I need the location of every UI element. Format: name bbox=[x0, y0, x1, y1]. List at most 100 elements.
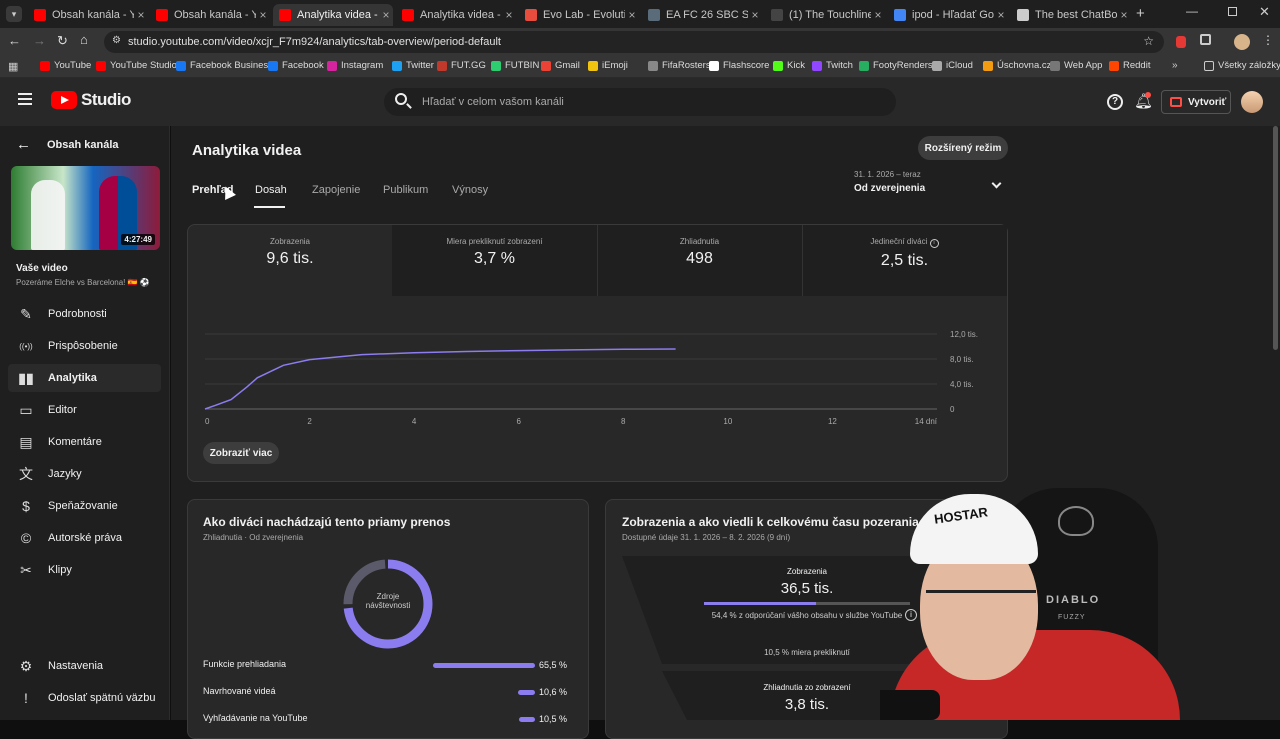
help-icon[interactable]: ? bbox=[1107, 94, 1123, 110]
channel-avatar[interactable] bbox=[1241, 91, 1263, 113]
bookmark-item[interactable]: FootyRenders bbox=[859, 60, 933, 71]
close-tab-icon[interactable]: × bbox=[137, 8, 145, 22]
bookmark-item[interactable]: Facebook bbox=[268, 60, 324, 71]
bookmark-item[interactable]: Web App bbox=[1050, 60, 1102, 71]
browser-tab[interactable]: (1) The Touchline | T× bbox=[765, 4, 885, 26]
browser-tab[interactable]: Obsah kanála - YouTu× bbox=[150, 4, 270, 26]
profile-avatar-icon[interactable] bbox=[1234, 34, 1250, 50]
close-tab-icon[interactable]: × bbox=[505, 8, 513, 22]
reload-icon[interactable]: ↻ bbox=[57, 33, 68, 48]
sidebar-item-klipy[interactable]: ✂ Klipy bbox=[8, 556, 161, 584]
bookmark-star-icon[interactable]: ☆ bbox=[1143, 34, 1154, 48]
browser-tab[interactable]: Obsah kanála - YouTu× bbox=[28, 4, 148, 26]
bookmark-item[interactable]: FUT.GG bbox=[437, 60, 486, 71]
bookmark-item[interactable]: Instagram bbox=[327, 60, 383, 71]
bookmark-item[interactable]: FifaRosters bbox=[648, 60, 711, 71]
browser-tab[interactable]: Analytika videa - You× bbox=[396, 4, 516, 26]
tab-favicon-icon bbox=[156, 9, 168, 21]
bookmark-item[interactable]: Twitch bbox=[812, 60, 853, 71]
bookmark-item[interactable]: Kick bbox=[773, 60, 805, 71]
sidebar-item-jazyky[interactable]: 文 Jazyky bbox=[8, 460, 161, 488]
browser-tab[interactable]: ipod - Hľadať Google× bbox=[888, 4, 1008, 26]
all-bookmarks-folder[interactable]: Všetky záložky bbox=[1204, 60, 1280, 71]
tab-engagement[interactable]: Zapojenie bbox=[312, 184, 361, 196]
scissors-icon: ✂ bbox=[20, 561, 32, 578]
apps-grid-icon[interactable]: ▦ bbox=[8, 61, 19, 73]
minimize-button[interactable]: — bbox=[1186, 4, 1198, 18]
analytics-icon: ▮▮ bbox=[18, 369, 34, 386]
tab-overview[interactable]: Prehľad bbox=[192, 184, 234, 196]
browser-tab[interactable]: EA FC 26 SBC Solutio× bbox=[642, 4, 762, 26]
site-info-icon[interactable]: ⚙ bbox=[112, 35, 121, 46]
close-tab-icon[interactable]: × bbox=[1120, 8, 1128, 22]
tab-revenue[interactable]: Výnosy bbox=[452, 184, 489, 196]
video-thumbnail[interactable]: 4:27:49 bbox=[11, 166, 160, 250]
tab-title: The best ChatBot an bbox=[1035, 9, 1117, 21]
sidebar-item-feedback[interactable]: ! Odoslať spätnú väzbu bbox=[8, 684, 161, 712]
close-tab-icon[interactable]: × bbox=[628, 8, 636, 22]
bookmark-item[interactable]: YouTube bbox=[40, 60, 91, 71]
bookmark-item[interactable]: YouTube Studio bbox=[96, 60, 177, 71]
period-selector[interactable]: 31. 1. 2026 – teraz Od zverejnenia bbox=[854, 170, 1008, 200]
tab-audience[interactable]: Publikum bbox=[383, 184, 429, 196]
browser-menu-icon[interactable]: ⋮ bbox=[1262, 33, 1274, 47]
bookmark-favicon-icon bbox=[859, 60, 869, 71]
new-tab-button[interactable]: + bbox=[1136, 5, 1145, 22]
bookmark-item[interactable]: iEmoji bbox=[588, 60, 628, 71]
hamburger-menu-icon[interactable] bbox=[18, 93, 32, 105]
close-tab-icon[interactable]: × bbox=[382, 8, 390, 22]
restore-button[interactable] bbox=[1228, 7, 1237, 16]
close-tab-icon[interactable]: × bbox=[751, 8, 759, 22]
bookmark-label: Facebook Business bbox=[190, 60, 273, 71]
url-field[interactable]: ⚙ studio.youtube.com/video/xcjr_F7m924/a… bbox=[104, 31, 1164, 53]
extension-icon[interactable] bbox=[1176, 36, 1186, 48]
sidebar-item-podrobnosti[interactable]: ✎ Podrobnosti bbox=[8, 300, 161, 328]
traffic-subtitle: Zhliadnutia · Od zverejnenia bbox=[203, 533, 304, 542]
tab-title: Evo Lab - Evolutions bbox=[543, 9, 625, 21]
back-arrow-icon[interactable]: ← bbox=[8, 33, 21, 48]
metric-ctr[interactable]: Miera prekliknutí zobrazení 3,7 % bbox=[392, 225, 597, 296]
info-icon[interactable]: i bbox=[929, 239, 939, 248]
sidebar-item-settings[interactable]: ⚙ Nastavenia bbox=[8, 652, 161, 680]
pencil-icon: ✎ bbox=[20, 305, 32, 322]
scrollbar[interactable] bbox=[1273, 126, 1278, 350]
browser-tab[interactable]: The best ChatBot an× bbox=[1011, 4, 1131, 26]
bookmark-item[interactable]: FUTBIN bbox=[491, 60, 539, 71]
sidebar-item-spe-a-ovanie[interactable]: $ Speňažovanie bbox=[8, 492, 161, 520]
sidebar-item-analytika[interactable]: ▮▮ Analytika bbox=[8, 364, 161, 392]
extensions-puzzle-icon[interactable] bbox=[1200, 34, 1211, 45]
studio-logo[interactable]: Studio bbox=[51, 90, 131, 110]
bookmarks-overflow-icon[interactable]: » bbox=[1172, 60, 1178, 71]
bookmark-item[interactable]: Twitter bbox=[392, 60, 434, 71]
back-to-content-link[interactable]: ← Obsah kanála bbox=[16, 136, 119, 153]
bookmark-item[interactable]: Flashscore bbox=[709, 60, 769, 71]
bookmark-item[interactable]: Reddit bbox=[1109, 60, 1150, 71]
bookmark-item[interactable]: Úschovna.cz bbox=[983, 60, 1051, 71]
advanced-mode-button[interactable]: Rozšírený režim bbox=[918, 136, 1008, 160]
bookmark-item[interactable]: iCloud bbox=[932, 60, 973, 71]
sidebar-item-autorsk-pr-va[interactable]: © Autorské práva bbox=[8, 524, 161, 552]
channel-search-input[interactable]: Hľadať v celom vašom kanáli bbox=[384, 88, 896, 116]
show-more-button[interactable]: Zobraziť viac bbox=[203, 442, 279, 464]
bookmark-item[interactable]: Gmail bbox=[541, 60, 580, 71]
bookmark-item[interactable]: Facebook Business bbox=[176, 60, 273, 71]
forward-arrow-icon[interactable]: → bbox=[33, 33, 46, 48]
tab-reach[interactable]: Dosah bbox=[255, 184, 287, 196]
home-icon[interactable]: ⌂ bbox=[80, 32, 88, 47]
close-tab-icon[interactable]: × bbox=[874, 8, 882, 22]
bookmark-favicon-icon bbox=[648, 60, 658, 71]
sidebar-item-prisp-sobenie[interactable]: ((•)) Prispôsobenie bbox=[8, 332, 161, 360]
tab-search-dropdown-icon[interactable]: ▾ bbox=[6, 6, 22, 22]
sidebar-item-koment-re[interactable]: ▤ Komentáre bbox=[8, 428, 161, 456]
info-icon[interactable]: i bbox=[905, 609, 917, 621]
metric-unique-viewers[interactable]: Jedineční diváci i 2,5 tis. bbox=[802, 225, 1007, 296]
browser-tab[interactable]: Evo Lab - Evolutions× bbox=[519, 4, 639, 26]
metric-views[interactable]: Zhliadnutia 498 bbox=[597, 225, 802, 296]
sidebar-item-editor[interactable]: ▭ Editor bbox=[8, 396, 161, 424]
metric-impressions[interactable]: Zobrazenia 9,6 tis. bbox=[188, 225, 392, 296]
browser-tab[interactable]: Analytika videa - You× bbox=[273, 4, 393, 26]
close-tab-icon[interactable]: × bbox=[259, 8, 267, 22]
close-window-button[interactable]: ✕ bbox=[1259, 4, 1270, 19]
close-tab-icon[interactable]: × bbox=[997, 8, 1005, 22]
create-button[interactable]: Vytvoriť bbox=[1161, 90, 1231, 114]
